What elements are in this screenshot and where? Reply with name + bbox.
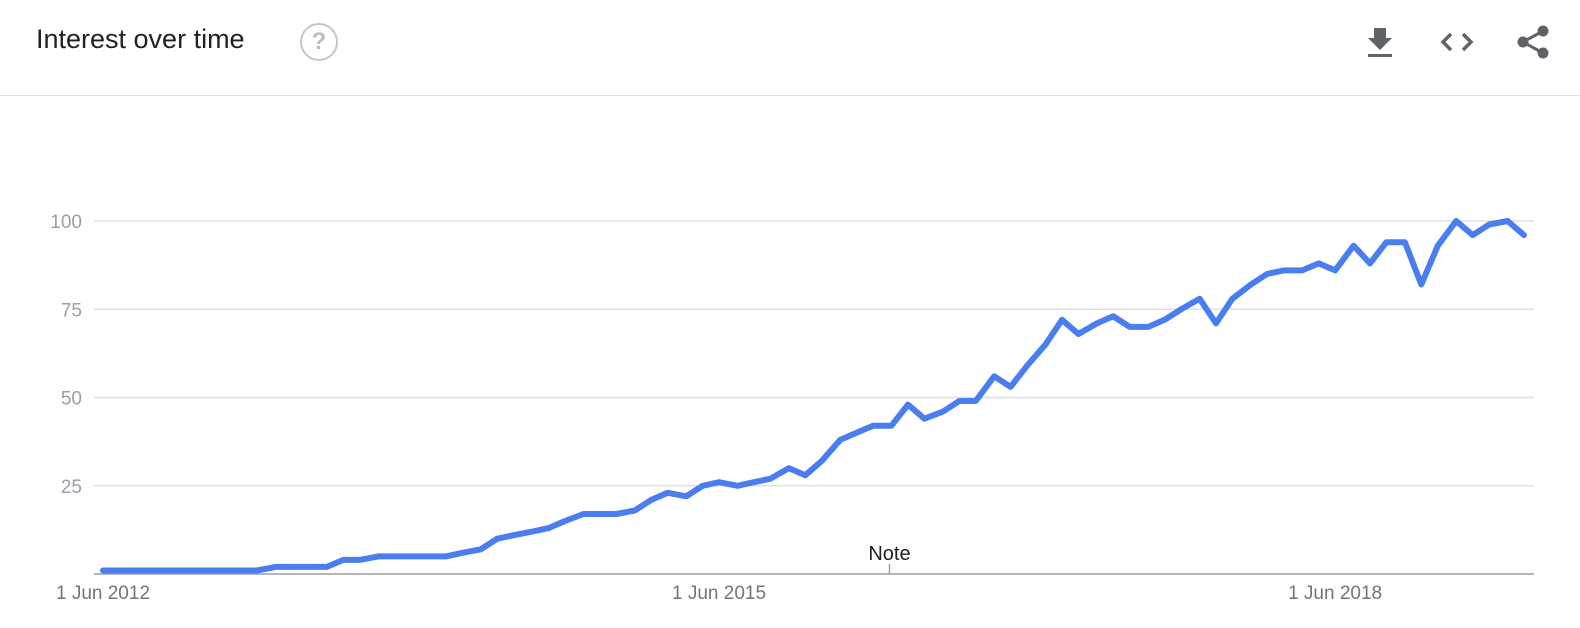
y-tick-label-100: 100 <box>50 212 82 233</box>
x-tick-label-0: 1 Jun 2012 <box>56 583 150 604</box>
x-tick-label-2: 1 Jun 2018 <box>1288 583 1382 604</box>
chart-title: Interest over time <box>36 24 245 54</box>
download-icon[interactable] <box>1360 22 1400 62</box>
y-tick-label-50: 50 <box>61 389 82 410</box>
embed-code-icon[interactable] <box>1437 22 1477 62</box>
help-icon[interactable]: ? <box>300 23 338 61</box>
x-tick-label-1: 1 Jun 2015 <box>672 583 766 604</box>
y-tick-label-75: 75 <box>61 300 82 321</box>
chart-header: Interest over time ? <box>0 0 1580 96</box>
series-line-0 <box>100 218 1527 574</box>
note-label-0: Note <box>868 543 910 565</box>
share-icon[interactable] <box>1513 22 1553 62</box>
y-tick-label-25: 25 <box>61 477 82 498</box>
